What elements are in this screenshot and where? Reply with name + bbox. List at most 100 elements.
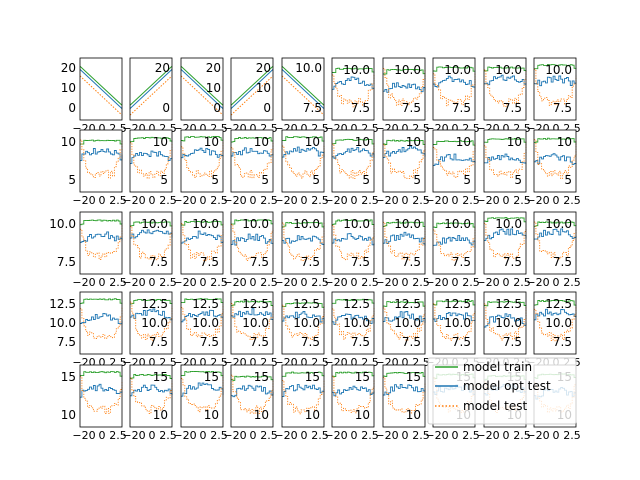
xtick-label: 2.5 xyxy=(462,276,480,289)
ytick-label: 7.5 xyxy=(553,335,572,349)
ytick-label: 10 xyxy=(204,408,219,422)
xtick-label: −20 xyxy=(425,276,448,289)
panel-r1-c10: 10.07.5−20 0 2.5 xyxy=(526,57,581,135)
panel-r5-c4: 15 10 −20 0 2.5 xyxy=(223,364,278,442)
xtick-label: 0 xyxy=(99,194,106,207)
series-line-model-test xyxy=(484,303,527,341)
series-line-model-opt-test xyxy=(332,313,375,325)
ytick-label: 7.5 xyxy=(553,101,572,115)
panel-frame xyxy=(432,57,476,121)
xtick-label: 2.5 xyxy=(462,429,480,442)
xtick-label: 2.5 xyxy=(311,276,329,289)
xtick-label: 0 xyxy=(99,429,106,442)
series-line-model-train xyxy=(383,301,426,307)
ytick-label: 7.5 xyxy=(503,101,522,115)
ytick-label: 7.5 xyxy=(301,335,320,349)
ytick-label: 10.0 xyxy=(495,316,522,330)
ytick-label: 5 xyxy=(413,173,421,187)
xtick-label: 2.5 xyxy=(361,194,379,207)
series-line-model-opt-test xyxy=(383,383,426,396)
xtick-label: 2.5 xyxy=(462,194,480,207)
xtick-label: −20 xyxy=(476,276,499,289)
series-line-model-opt-test xyxy=(79,69,123,109)
panel-background xyxy=(534,58,576,120)
ytick-label: 10.0 xyxy=(49,217,76,231)
series-line-model-opt-test xyxy=(332,76,375,90)
xtick-label: −20 xyxy=(72,429,95,442)
panel-frame xyxy=(129,129,173,193)
xtick-label: 2.5 xyxy=(563,194,581,207)
xtick-label: −20 xyxy=(375,276,398,289)
xtick-label: 0 xyxy=(250,429,257,442)
panel-background xyxy=(80,365,122,427)
panel-r5-c3: 15 10 −20 0 2.5 xyxy=(173,364,228,442)
series-line-model-opt-test xyxy=(130,384,173,397)
series-line-model-opt-test xyxy=(433,75,476,88)
panel-r1-c8: 10.07.5−20 0 2.5 xyxy=(425,57,480,135)
ytick-label: 10 xyxy=(61,135,76,149)
series-line-model-opt-test xyxy=(534,75,577,87)
xtick-label: 0 xyxy=(503,276,510,289)
xtick-label: 0 xyxy=(503,194,510,207)
xtick-label: −20 xyxy=(476,194,499,207)
xtick-label: 2.5 xyxy=(210,276,228,289)
panel-r5-c5: 15 10 −20 0 2.5 xyxy=(274,364,329,442)
xtick-label: 2.5 xyxy=(159,429,177,442)
xtick-label: 0 xyxy=(301,122,308,135)
xtick-label: −20 xyxy=(375,429,398,442)
xtick-label: 0 xyxy=(149,429,156,442)
series-line-model-opt-test xyxy=(383,145,426,158)
ytick-label: 10.0 xyxy=(192,217,219,231)
ytick-label: 7.5 xyxy=(303,101,322,115)
series-line-model-test xyxy=(231,374,274,415)
panel-r3-c9: 10.0 7.5 −20 0 2.5 xyxy=(476,211,531,289)
xtick-label: 0 xyxy=(402,122,409,135)
series-line-model-test xyxy=(281,75,325,116)
xtick-label: −20 xyxy=(324,276,347,289)
series-line-model-opt-test xyxy=(80,231,123,243)
series-line-model-train xyxy=(80,139,123,145)
xtick-label: 0 xyxy=(250,276,257,289)
series-line-model-train xyxy=(79,65,123,106)
panel-frame xyxy=(129,364,173,428)
panel-frame xyxy=(79,291,123,355)
xtick-label: 0 xyxy=(149,356,156,369)
series-line-model-train xyxy=(180,65,224,106)
xtick-label: −20 xyxy=(425,194,448,207)
panel-r3-c3: 10.0 7.5 −20 0 2.5 xyxy=(173,211,228,289)
xtick-label: −20 xyxy=(122,276,145,289)
panel-r4-c3: 12.510.07.5−20 0 2.5 xyxy=(173,291,228,369)
panel-background xyxy=(80,292,122,354)
series-line-model-opt-test xyxy=(281,69,325,109)
panel-frame xyxy=(180,129,224,193)
xtick-label: −20 xyxy=(526,194,549,207)
ytick-label: 10 xyxy=(557,135,572,149)
ytick-label: 7.5 xyxy=(200,335,219,349)
series-line-model-train xyxy=(282,371,325,377)
ytick-label: 7.5 xyxy=(149,255,168,269)
xtick-label: −20 xyxy=(122,429,145,442)
series-line-model-test xyxy=(332,74,375,108)
ytick-label: 7.5 xyxy=(402,101,421,115)
panel-frame xyxy=(533,57,577,121)
xtick-label: 0 xyxy=(351,122,358,135)
series-line-model-train xyxy=(484,137,527,144)
panel-background xyxy=(383,365,425,427)
xtick-label: −20 xyxy=(526,429,549,442)
xtick-label: 2.5 xyxy=(260,429,278,442)
panel-background xyxy=(534,130,576,192)
xtick-label: 0 xyxy=(351,276,358,289)
ytick-label: 20 xyxy=(206,61,221,75)
ytick-label: 10 xyxy=(204,135,219,149)
panel-background xyxy=(181,365,223,427)
panel-frame xyxy=(230,211,274,275)
ytick-label: 10 xyxy=(406,135,421,149)
panel-frame xyxy=(382,129,426,193)
ytick-label: 5 xyxy=(312,173,320,187)
xtick-label: −20 xyxy=(274,429,297,442)
ytick-label: 7.5 xyxy=(57,335,76,349)
ytick-label: 20 xyxy=(61,61,76,75)
